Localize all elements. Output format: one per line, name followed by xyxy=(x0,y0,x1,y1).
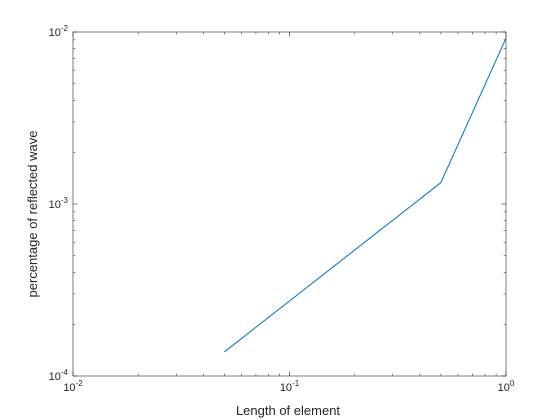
series-layer xyxy=(224,38,507,353)
x-tick-label: 10-1 xyxy=(280,379,300,394)
series-line xyxy=(224,38,507,353)
minor-ticks xyxy=(73,32,506,376)
y-tick-label: 10-4 xyxy=(49,368,69,383)
x-tick-label: 100 xyxy=(498,379,515,394)
axes-box xyxy=(72,31,507,377)
x-axis-label: Length of element xyxy=(236,403,340,418)
plot-area xyxy=(73,32,506,376)
y-tick-label: 10-3 xyxy=(49,196,69,211)
x-tick-label: 10-2 xyxy=(63,379,83,394)
x-tick-labels: 10-2 10-1 100 xyxy=(63,379,515,394)
y-tick-labels: 10-4 10-3 10-2 xyxy=(49,24,69,383)
y-axis-label: percentage of reflected wave xyxy=(25,131,40,298)
y-tick-label: 10-2 xyxy=(49,24,69,39)
